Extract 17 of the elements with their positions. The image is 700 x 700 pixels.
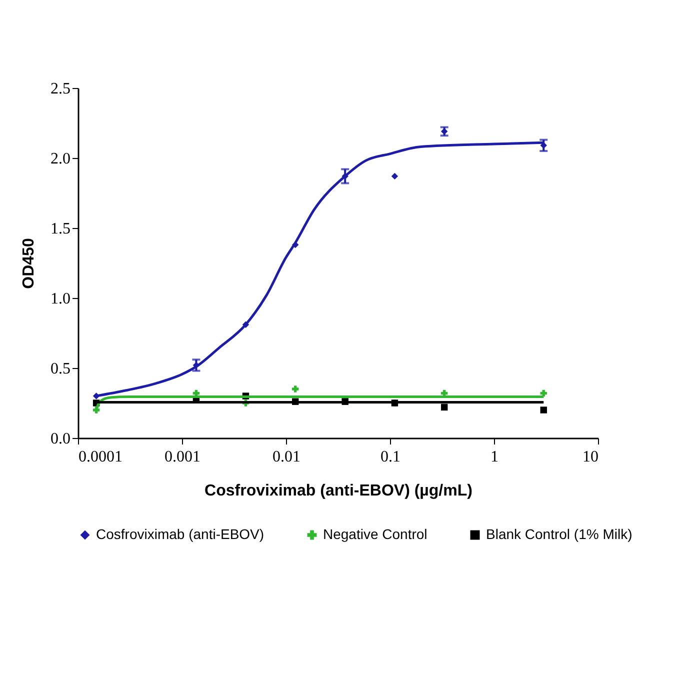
x-tick-label: 0.0001	[78, 448, 122, 466]
y-tick-label: 1.5	[50, 220, 70, 238]
legend-label: Blank Control (1% Milk)	[486, 526, 632, 542]
x-axis-title: Cosfroviximab (anti-EBOV) (µg/mL)	[204, 482, 472, 500]
x-tick-label: 0.1	[380, 448, 400, 466]
legend-label: Cosfroviximab (anti-EBOV)	[96, 526, 264, 542]
y-tick-label: 2.5	[50, 80, 70, 98]
x-tick-label: 10	[582, 448, 598, 466]
x-tick-label: 0.001	[164, 448, 200, 466]
y-axis-title: OD450	[20, 238, 38, 289]
y-tick-label: 2.0	[50, 150, 70, 168]
x-tick-label: 1	[490, 448, 498, 466]
y-tick-label: 0.5	[50, 360, 70, 378]
y-tick-label: 1.0	[50, 290, 70, 308]
x-tick-label: 0.01	[272, 448, 300, 466]
y-tick-label: 0.0	[50, 430, 70, 448]
legend-label: Negative Control	[323, 526, 428, 542]
